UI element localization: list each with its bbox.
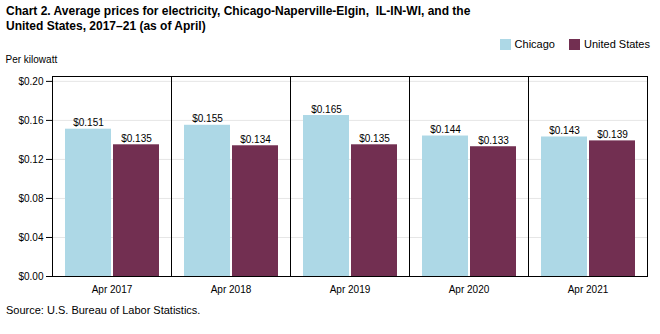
- html-text:Chicago: Chicago: [514, 38, 555, 50]
- svg-text:$0.135: $0.135: [121, 133, 152, 144]
- svg-text:Apr 2018: Apr 2018: [211, 284, 252, 295]
- svg-text:$0.133: $0.133: [478, 135, 509, 146]
- svg-text:$0.143: $0.143: [549, 125, 580, 136]
- svg-text:$0.20: $0.20: [18, 76, 43, 87]
- html-text:Source: U.S. Bureau of Labor S: Source: U.S. Bureau of Labor Statistics.: [6, 304, 201, 316]
- svg-text:$0.16: $0.16: [18, 115, 43, 126]
- svg-text:Apr 2021: Apr 2021: [568, 284, 609, 295]
- svg-text:$0.155: $0.155: [192, 113, 223, 124]
- svg-text:$0.135: $0.135: [359, 133, 390, 144]
- svg-text:$0.04: $0.04: [18, 232, 43, 243]
- svg-text:$0.144: $0.144: [430, 124, 461, 135]
- html-text:Chart 2. Average prices for el: Chart 2. Average prices for electricity,…: [6, 4, 471, 33]
- svg-text:Apr 2017: Apr 2017: [92, 284, 133, 295]
- svg-text:$0.12: $0.12: [18, 154, 43, 165]
- svg-text:$0.00: $0.00: [18, 271, 43, 282]
- svg-text:$0.139: $0.139: [597, 129, 628, 140]
- svg-text:$0.08: $0.08: [18, 193, 43, 204]
- svg-text:Apr 2019: Apr 2019: [330, 284, 371, 295]
- svg-text:Per kilowatt: Per kilowatt: [6, 54, 58, 65]
- svg-text:$0.151: $0.151: [73, 117, 104, 128]
- svg-text:$0.165: $0.165: [311, 104, 342, 115]
- svg-text:Apr 2020: Apr 2020: [449, 284, 490, 295]
- html-text:United States: United States: [584, 38, 650, 50]
- svg-text:$0.134: $0.134: [240, 134, 271, 145]
